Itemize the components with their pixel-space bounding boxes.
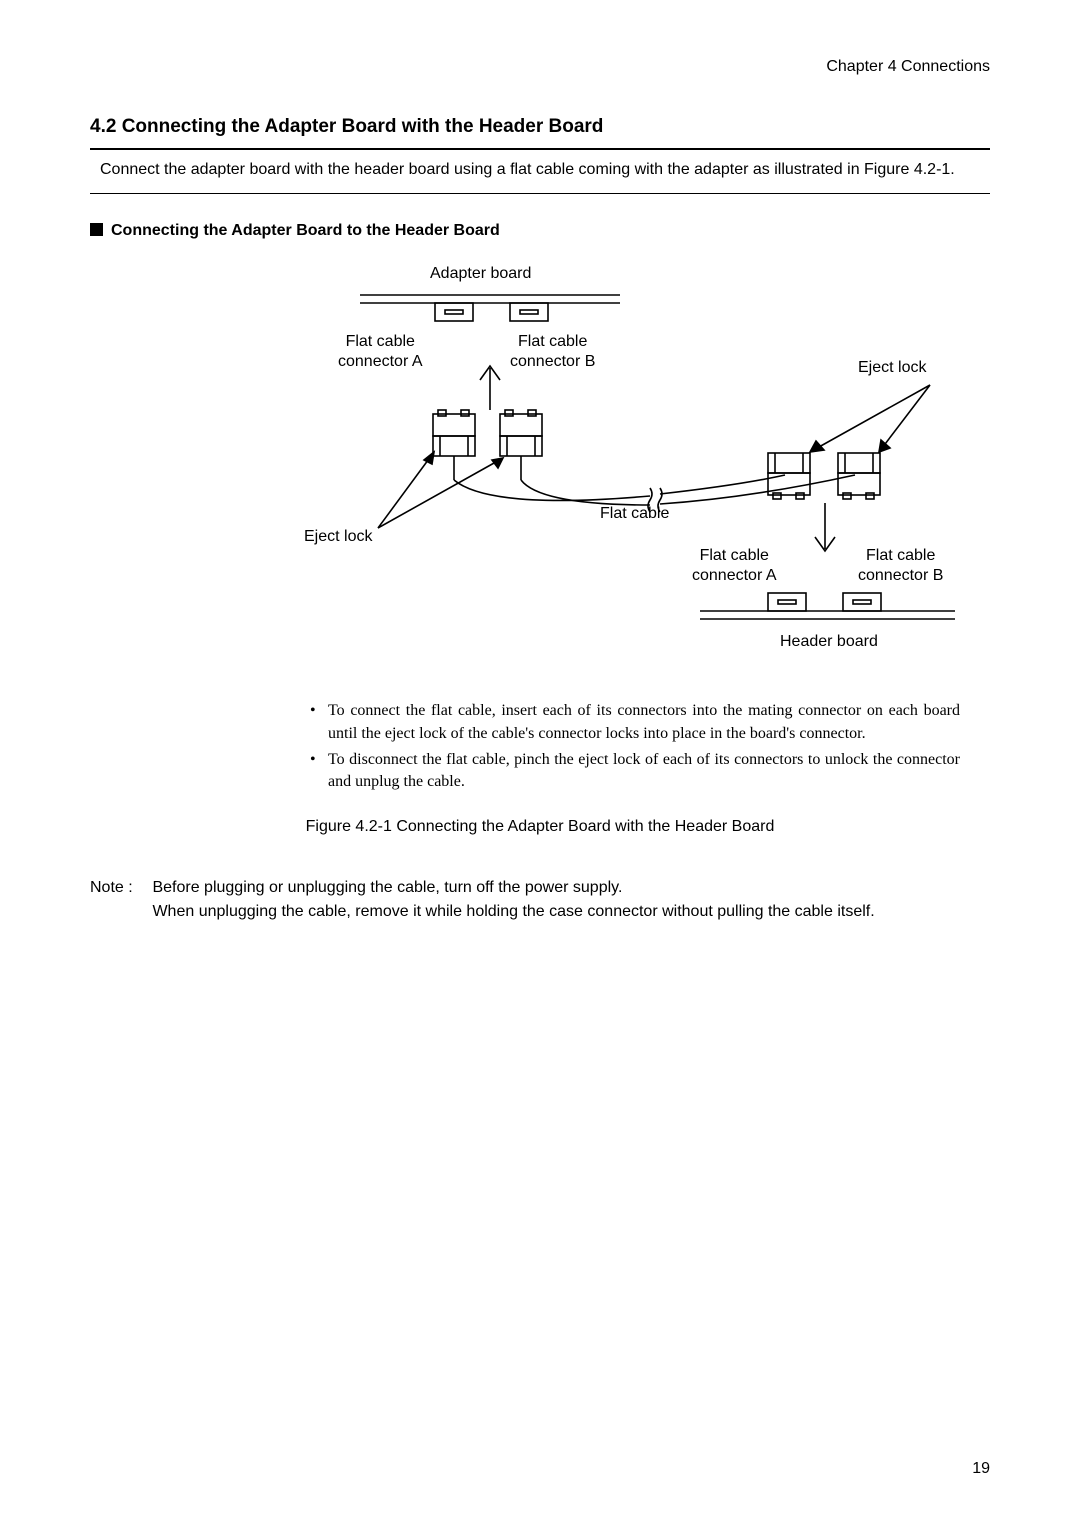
- note-body: Before plugging or unplugging the cable,…: [152, 876, 982, 924]
- label-flat-cable: Flat cable: [600, 504, 669, 524]
- bullet-item: To disconnect the flat cable, pinch the …: [310, 749, 960, 794]
- section-title: 4.2 Connecting the Adapter Board with th…: [90, 116, 990, 138]
- page-number: 19: [972, 1460, 990, 1478]
- square-bullet-icon: [90, 223, 103, 236]
- diagram-svg: [300, 260, 970, 680]
- divider-top: [90, 148, 990, 150]
- label-eject-lock-left: Eject lock: [304, 527, 372, 547]
- label-flat-cable-conn-a-top: Flat cableconnector A: [338, 332, 423, 372]
- intro-text: Connect the adapter board with the heade…: [100, 158, 990, 181]
- label-header-board: Header board: [780, 632, 878, 652]
- label-flat-cable-conn-b-top: Flat cableconnector B: [510, 332, 595, 372]
- bullet-list: To connect the flat cable, insert each o…: [310, 700, 960, 794]
- subhead-text: Connecting the Adapter Board to the Head…: [111, 222, 500, 239]
- chapter-header: Chapter 4 Connections: [90, 58, 990, 76]
- note-block: Note : Before plugging or unplugging the…: [90, 876, 990, 924]
- divider-bottom: [90, 193, 990, 194]
- subsection-heading: Connecting the Adapter Board to the Head…: [90, 222, 990, 240]
- note-label: Note :: [90, 876, 148, 900]
- bullet-item: To connect the flat cable, insert each o…: [310, 700, 960, 745]
- figure-diagram: Adapter board Flat cableconnector A Flat…: [300, 260, 970, 680]
- label-flat-cable-conn-b-bottom: Flat cableconnector B: [858, 546, 943, 586]
- figure-caption: Figure 4.2-1 Connecting the Adapter Boar…: [90, 818, 990, 836]
- label-adapter-board: Adapter board: [430, 264, 531, 284]
- label-flat-cable-conn-a-bottom: Flat cableconnector A: [692, 546, 777, 586]
- label-eject-lock-right: Eject lock: [858, 358, 926, 378]
